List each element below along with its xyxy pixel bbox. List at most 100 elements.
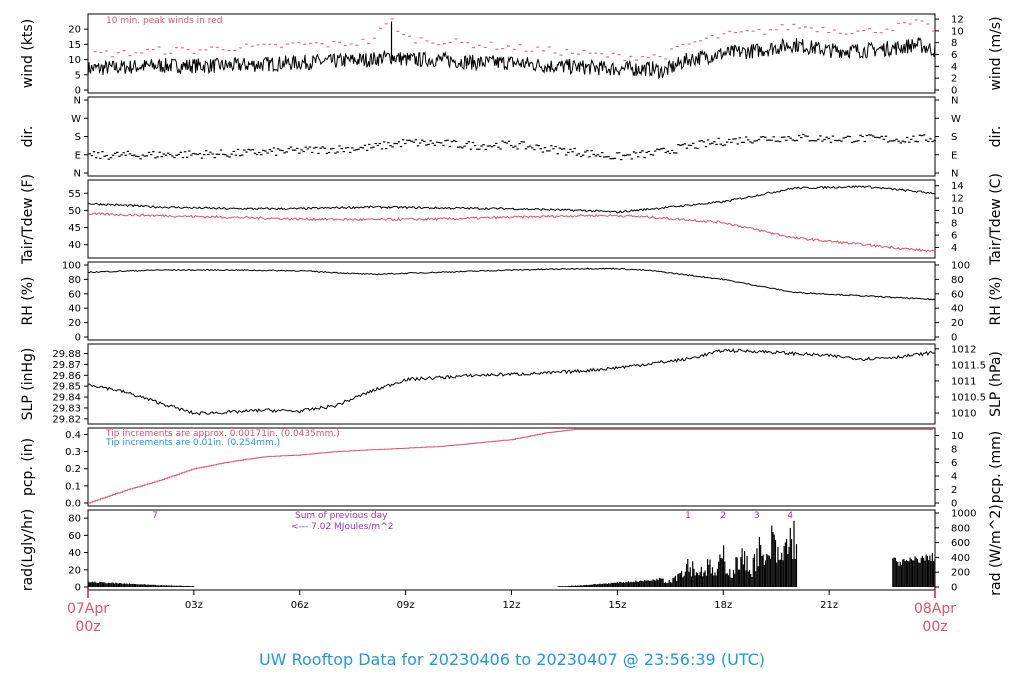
y-tick-label-left: 10 <box>68 55 81 66</box>
radiation-sum-title: Sum of previous day <box>295 511 388 521</box>
panel-frame <box>87 343 936 425</box>
y-tick-label-right: 8 <box>951 38 957 49</box>
precip-annotation-blue: Tip increments are 0.01in. (0.254mm.) <box>105 438 280 448</box>
y-tick-label-right: 6 <box>951 458 957 469</box>
y-tick-label-left: 40 <box>68 548 81 559</box>
time-edge-hour: 00z <box>922 619 947 635</box>
y-tick-label-left: 40 <box>68 240 81 251</box>
y-axis-label-right: SLP (hPa) <box>988 351 1004 417</box>
y-tick-label-left: 80 <box>68 514 81 525</box>
y-tick-label-right: 100 <box>951 261 970 272</box>
y-tick-label-left: 60 <box>68 531 81 542</box>
y-axis-label-right: Tair/Tdew (C) <box>988 173 1004 266</box>
time-edge-date: 07Apr <box>67 601 109 617</box>
time-tick-label: 21z <box>820 600 838 611</box>
time-edge-date: 08Apr <box>914 601 956 617</box>
time-axis: 03z 06z 09z 12z 15z 18z 21z 07Apr 00z 08Apr 00z <box>67 590 956 635</box>
time-edge-hour: 00z <box>75 619 100 635</box>
day-marker-label: 7 <box>152 511 158 521</box>
y-tick-label-right: 4 <box>951 472 957 483</box>
y-tick-label-right: 1011.5 <box>951 360 986 371</box>
y-tick-label-right: 0 <box>951 86 957 97</box>
y-tick-label-left: 29.85 <box>52 382 81 393</box>
rh-panel: 0 20 40 60 80 100 0 20 40 60 80 100 RH (%) RH (%) <box>20 261 1004 344</box>
y-tick-label-right: 8 <box>951 445 957 456</box>
y-tick-label-right: N <box>951 169 958 180</box>
y-tick-label-right: N <box>951 96 958 107</box>
panel-frame <box>87 261 936 341</box>
y-tick-label-left: 5 <box>75 70 81 81</box>
page-title: UW Rooftop Data for 20230406 to 20230407… <box>259 650 765 669</box>
y-axis-label-right: pcp. (mm) <box>988 431 1004 504</box>
y-tick-label-right: 2 <box>951 74 957 85</box>
y-tick-label-right: 1010.5 <box>951 393 986 404</box>
y-tick-label-left: N <box>74 169 81 180</box>
tair-line <box>87 185 936 214</box>
y-tick-label-left: 15 <box>68 40 81 51</box>
y-tick-label-right: 10 <box>951 431 964 442</box>
y-axis-label-right: RH (%) <box>988 277 1004 326</box>
y-tick-label-left: 20 <box>68 25 81 36</box>
y-tick-label-right: 400 <box>951 553 970 564</box>
y-axis-label-left: pcp. (in) <box>20 438 36 496</box>
y-tick-label-left: 29.86 <box>52 371 81 382</box>
y-axis-label-right: wind (m/s) <box>988 16 1004 90</box>
y-axis-label-left: dir. <box>20 126 36 148</box>
panel-frame <box>87 509 936 591</box>
y-tick-label-right: 80 <box>951 275 964 286</box>
y-tick-label-left: 0.4 <box>65 430 81 441</box>
y-tick-label-right: 4 <box>951 243 957 254</box>
precip-line <box>88 428 933 504</box>
y-tick-label-right: 2 <box>951 485 957 496</box>
time-tick-label: 03z <box>185 600 203 611</box>
y-tick-label-left: N <box>74 96 81 107</box>
y-tick-label-left: E <box>75 150 81 161</box>
y-tick-label-left: 29.83 <box>52 403 81 414</box>
y-tick-label-right: 14 <box>951 181 964 192</box>
y-axis-label-right: rad (W/m^2) <box>988 504 1004 595</box>
precip-annotation-red: Tip increments are approx. 0.00171in. (0… <box>105 429 340 439</box>
y-tick-label-left: 29.82 <box>52 414 81 425</box>
wind-speed-line <box>87 37 936 80</box>
y-tick-label-left: 0 <box>75 333 81 344</box>
y-tick-label-right: 1011 <box>951 376 976 387</box>
y-tick-label-right: 1010 <box>951 409 976 420</box>
y-tick-label-right: 0 <box>951 333 957 344</box>
y-axis-label-left: SLP (inHg) <box>20 348 36 421</box>
y-tick-label-left: 55 <box>68 189 81 200</box>
y-tick-label-right: S <box>951 132 957 143</box>
y-axis-label-left: rad(Lgly/hr) <box>20 509 36 591</box>
panel-frame <box>87 179 936 259</box>
y-tick-label-right: 10 <box>951 26 964 37</box>
time-tick-label: 09z <box>397 600 415 611</box>
y-tick-label-left: 80 <box>68 275 81 286</box>
rh-line <box>87 267 935 301</box>
y-tick-label-right: 8 <box>951 218 957 229</box>
precip-panel: 0.0 0.1 0.2 0.3 0.4 0 2 4 6 8 10 pcp. (in) pcp. (mm)… <box>20 427 1004 510</box>
y-tick-label-right: 4 <box>951 62 957 73</box>
y-tick-label-right: 60 <box>951 289 964 300</box>
y-tick-label-right: 0 <box>951 499 957 510</box>
y-tick-label-left: 45 <box>68 223 81 234</box>
y-tick-label-right: 40 <box>951 304 964 315</box>
time-tick-label: 12z <box>503 600 521 611</box>
y-tick-label-left: 0.1 <box>65 481 81 492</box>
y-axis-label-left: RH (%) <box>20 277 36 326</box>
y-tick-label-right: 12 <box>951 194 964 205</box>
y-tick-label-left: 0 <box>75 86 81 97</box>
time-tick-label: 15z <box>608 600 626 611</box>
y-tick-label-right: 1012 <box>951 344 976 355</box>
y-axis-label-left: wind (kts) <box>20 19 36 88</box>
y-tick-label-left: 0 <box>75 583 81 594</box>
y-tick-label-right: 200 <box>951 568 970 579</box>
y-tick-label-right: 6 <box>951 231 957 242</box>
y-tick-label-left: S <box>75 132 81 143</box>
y-tick-label-left: 40 <box>68 304 81 315</box>
y-tick-label-right: 10 <box>951 206 964 217</box>
